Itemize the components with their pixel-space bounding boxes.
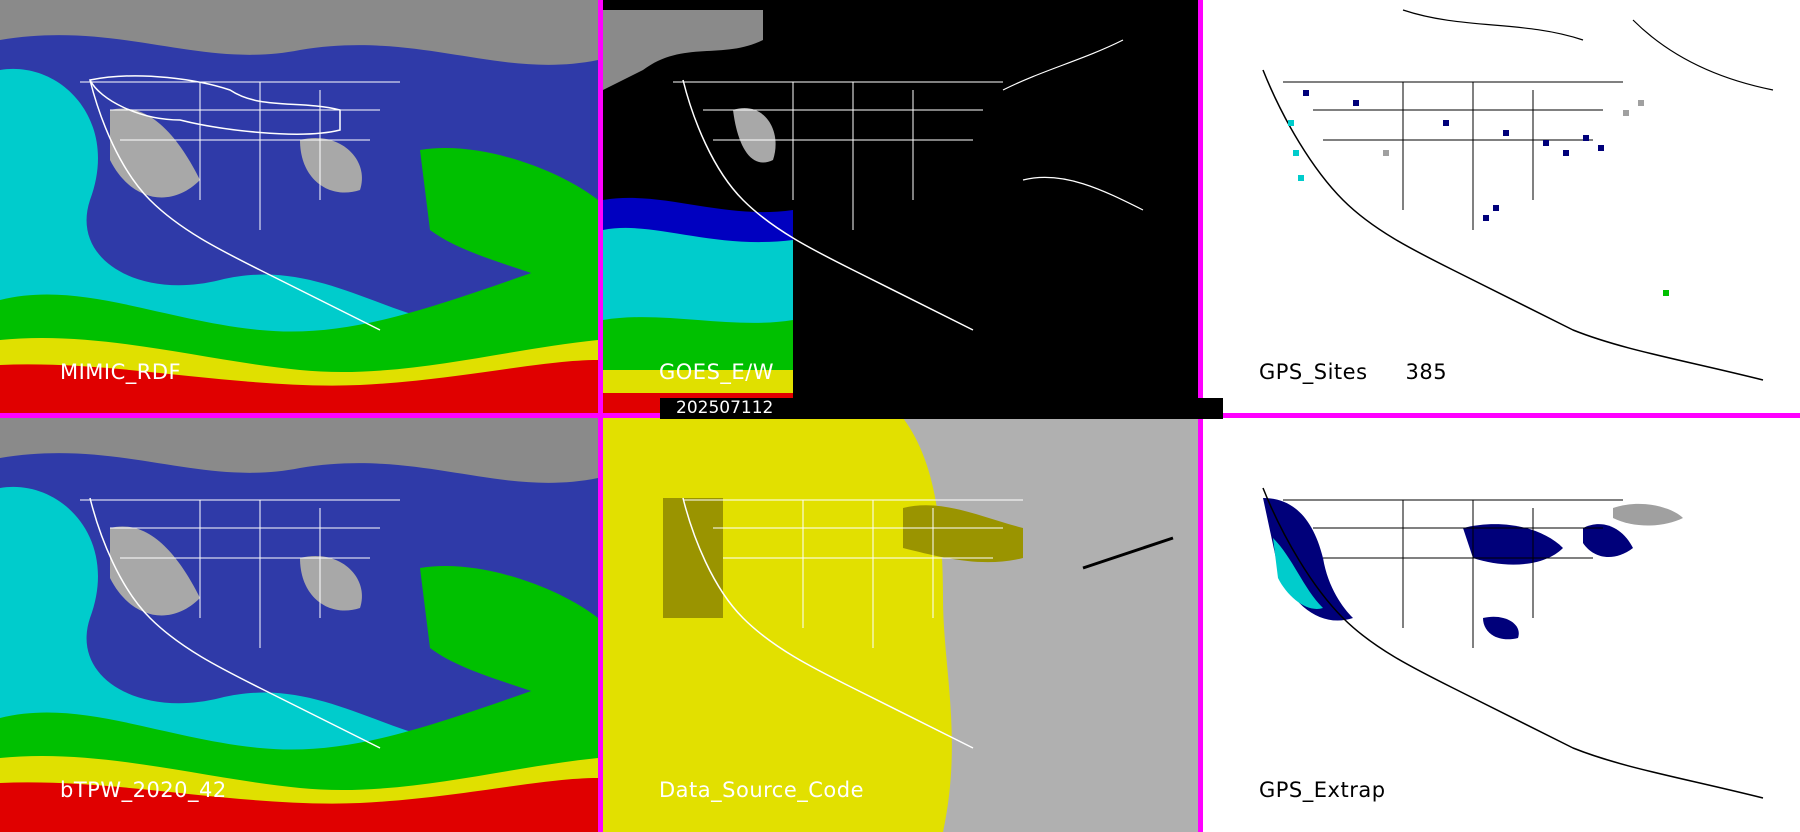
panel-btpw: bTPW_2020_42 [0,418,598,832]
panel-gps-extrap: GPS_Extrap [1203,418,1800,832]
gps-extrap-map-image [1203,418,1800,832]
panel-mimic-rdf: MIMIC_RDF [0,0,598,413]
panel-gps-sites: GPS_Sites 385 [1203,0,1800,413]
goes-map-image [603,0,1198,413]
panel-label: MIMIC_RDF [60,360,182,384]
gps-sites-map-image [1203,0,1800,413]
gps-sites-title: GPS_Sites [1259,360,1368,384]
tpw-map-image [0,0,598,413]
timestamp-bar: 202507112 [660,398,1223,419]
panel-data-source-code: Data_Source_Code [603,418,1198,832]
gps-sites-count: 385 [1405,360,1448,384]
panel-label: GOES_E/W [659,360,775,384]
btpw-map-image [0,418,598,832]
source-map-image [603,418,1198,832]
panel-label: GPS_Extrap [1259,778,1386,802]
panel-goes-ew: GOES_E/W [603,0,1198,413]
panel-label: Data_Source_Code [659,778,865,802]
panel-label: GPS_Sites 385 [1259,360,1447,384]
panel-label: bTPW_2020_42 [60,778,227,802]
